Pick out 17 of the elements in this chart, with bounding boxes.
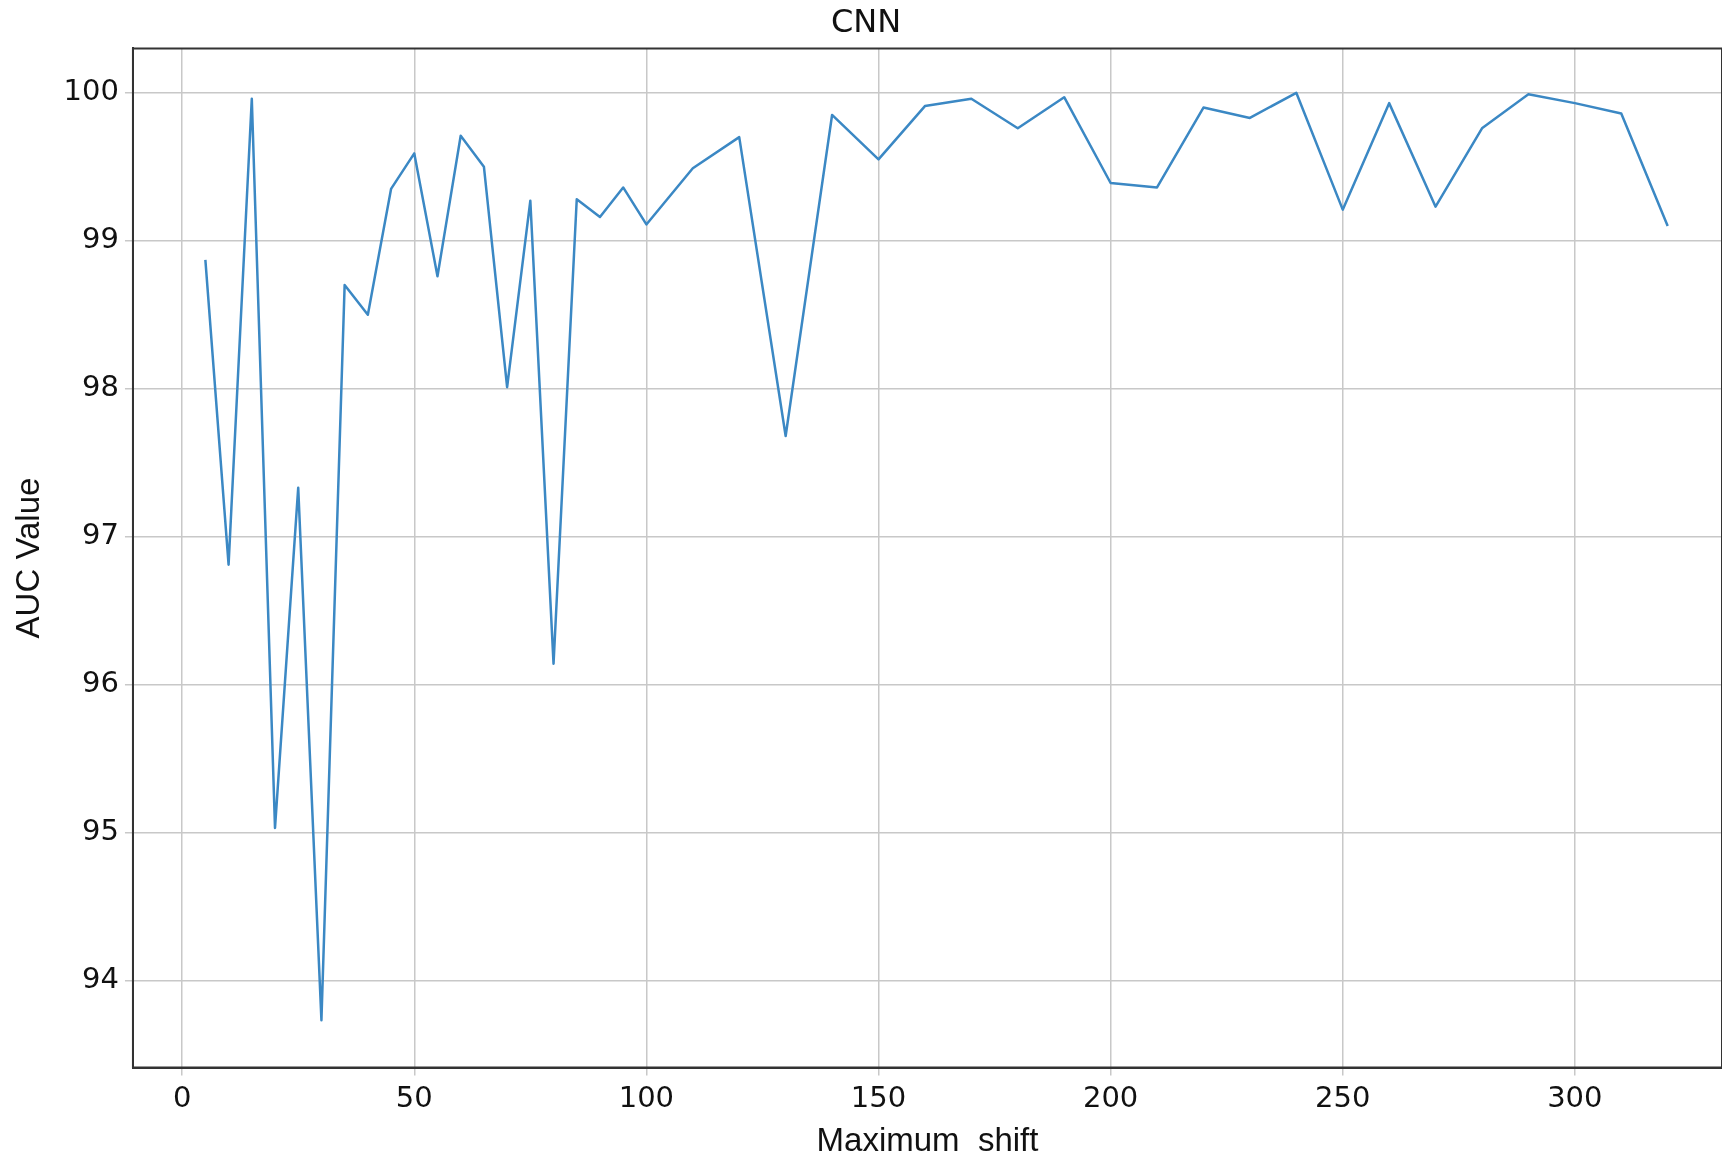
y-tick-label: 94 bbox=[82, 960, 119, 995]
x-tick-label: 250 bbox=[1315, 1079, 1371, 1114]
x-tick-label: 150 bbox=[850, 1079, 907, 1114]
y-tick-label: 98 bbox=[82, 369, 119, 404]
x-tick-label: 100 bbox=[618, 1079, 675, 1114]
chart-title: CNN bbox=[830, 1, 902, 40]
x-tick-label: 200 bbox=[1082, 1079, 1139, 1114]
y-tick-label: 100 bbox=[63, 73, 119, 108]
x-tick-label: 300 bbox=[1547, 1079, 1603, 1114]
x-axis-title: Maximum shift bbox=[816, 1121, 1039, 1159]
y-axis-title: AUC Value bbox=[8, 477, 46, 639]
y-tick-label: 96 bbox=[82, 665, 119, 700]
y-tick-label: 95 bbox=[82, 812, 119, 847]
x-tick-label: 50 bbox=[395, 1079, 433, 1114]
y-tick-label: 99 bbox=[82, 221, 119, 256]
x-tick-label: 0 bbox=[172, 1079, 192, 1114]
y-tick-label: 97 bbox=[82, 517, 119, 552]
